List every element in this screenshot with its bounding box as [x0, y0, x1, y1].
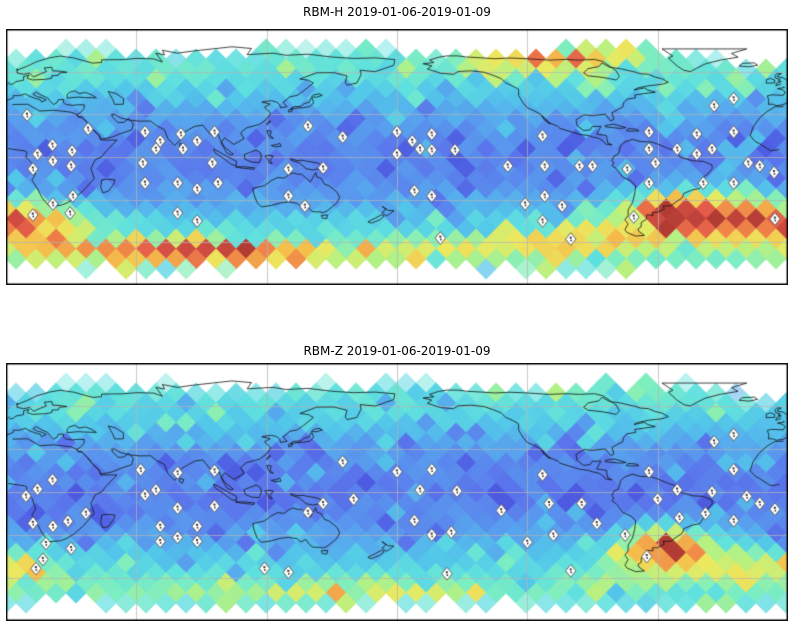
- rbm-z-world-heatmap: [6, 363, 788, 621]
- panel-title-rbm-h: RBM-H 2019-01-06-2019-01-09: [303, 5, 491, 19]
- panel-title-rbm-z: RBM-Z 2019-01-06-2019-01-09: [303, 344, 491, 358]
- rbm-h-world-heatmap: [6, 29, 788, 285]
